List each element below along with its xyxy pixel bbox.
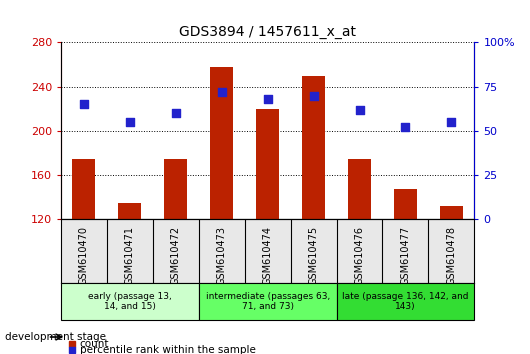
Point	[263, 96, 272, 102]
Point	[126, 119, 134, 125]
Text: GSM610478: GSM610478	[446, 226, 456, 285]
Point	[217, 89, 226, 95]
Bar	[164, 159, 187, 219]
Point	[80, 102, 88, 107]
Bar	[199, 283, 337, 320]
Text: GSM610477: GSM610477	[401, 226, 410, 285]
Text: intermediate (passages 63,
71, and 73): intermediate (passages 63, 71, and 73)	[206, 292, 330, 312]
Text: development stage: development stage	[5, 332, 107, 342]
Point	[310, 93, 318, 98]
Bar	[256, 109, 279, 219]
Bar	[73, 159, 95, 219]
Text: GSM610471: GSM610471	[125, 226, 135, 285]
Bar	[302, 76, 325, 219]
Text: late (passage 136, 142, and
143): late (passage 136, 142, and 143)	[342, 292, 469, 312]
Text: percentile rank within the sample: percentile rank within the sample	[80, 345, 255, 354]
Text: early (passage 13,
14, and 15): early (passage 13, 14, and 15)	[88, 292, 172, 312]
Bar	[337, 283, 474, 320]
Text: GSM610473: GSM610473	[217, 226, 227, 285]
Text: GSM610475: GSM610475	[308, 226, 319, 285]
Bar	[394, 188, 417, 219]
Text: count: count	[80, 339, 109, 349]
Bar	[118, 203, 142, 219]
Title: GDS3894 / 1457611_x_at: GDS3894 / 1457611_x_at	[179, 25, 356, 39]
Point	[172, 110, 180, 116]
Bar	[440, 206, 463, 219]
Bar	[348, 159, 371, 219]
Point	[355, 107, 364, 113]
Bar	[61, 283, 199, 320]
Point	[447, 119, 456, 125]
Bar	[210, 67, 233, 219]
Text: GSM610470: GSM610470	[79, 226, 89, 285]
Text: GSM610474: GSM610474	[263, 226, 272, 285]
Point	[401, 125, 410, 130]
Text: GSM610476: GSM610476	[355, 226, 365, 285]
Text: GSM610472: GSM610472	[171, 226, 181, 285]
